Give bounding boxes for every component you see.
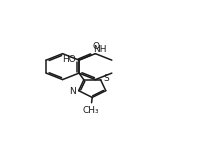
Text: S: S <box>103 74 109 83</box>
Text: NH: NH <box>93 45 106 54</box>
Text: O: O <box>93 42 100 51</box>
Text: HO: HO <box>62 55 75 64</box>
Text: N: N <box>69 87 76 96</box>
Text: CH₃: CH₃ <box>83 106 99 115</box>
